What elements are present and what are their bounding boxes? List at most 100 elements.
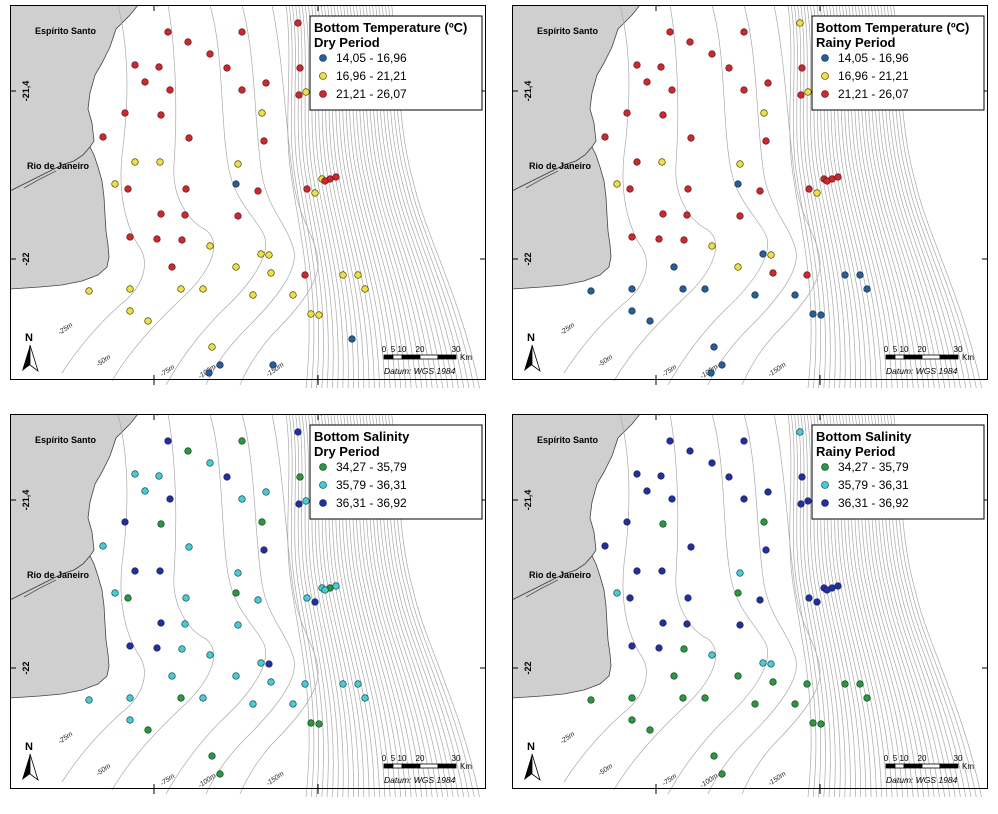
sampling-station <box>238 86 246 94</box>
sampling-station <box>205 369 213 377</box>
scale-tick-label: 5 <box>391 754 396 763</box>
scale-tick-label: 30 <box>452 345 461 354</box>
sampling-station <box>626 185 634 193</box>
sampling-station <box>265 251 273 259</box>
sampling-station <box>809 310 817 318</box>
scale-tick-label: 20 <box>918 345 927 354</box>
sampling-station <box>683 211 691 219</box>
sampling-station <box>834 173 842 181</box>
sampling-station <box>686 38 694 46</box>
latitude-label: -21,4 <box>523 81 533 102</box>
scale-segment <box>401 354 421 360</box>
legend-item-label: 34,27 - 35,79 <box>336 460 407 474</box>
sampling-station <box>759 659 767 667</box>
sampling-station <box>126 233 134 241</box>
sampling-station <box>315 720 323 728</box>
sampling-station <box>601 542 609 550</box>
scale-segment <box>437 763 457 769</box>
sampling-station <box>686 447 694 455</box>
scale-tick-label: 10 <box>398 345 407 354</box>
latitude-label: -21,4 <box>21 490 31 511</box>
sampling-station <box>736 160 744 168</box>
legend-title: Bottom Salinity <box>816 429 912 444</box>
isobath-line <box>800 4 831 389</box>
sampling-station <box>206 242 214 250</box>
north-arrow-left-half <box>22 754 30 780</box>
sampling-station <box>708 50 716 58</box>
sampling-station <box>684 594 692 602</box>
sampling-station <box>303 594 311 602</box>
sampling-station <box>126 694 134 702</box>
scale-unit-label: Km <box>460 353 472 362</box>
sampling-station <box>668 495 676 503</box>
sampling-station <box>265 660 273 668</box>
sampling-station <box>683 620 691 628</box>
isobath-line <box>800 413 831 798</box>
state-border <box>525 579 559 598</box>
sampling-station <box>751 291 759 299</box>
isobath-line <box>741 4 821 386</box>
sampling-station <box>249 700 257 708</box>
place-label-espirito-santo: Espírito Santo <box>35 435 97 445</box>
scale-tick-label: 30 <box>954 345 963 354</box>
sampling-station <box>208 343 216 351</box>
isobath-line <box>165 4 266 386</box>
scale-segment <box>903 763 923 769</box>
sampling-station <box>769 678 777 686</box>
north-arrow-icon: N <box>22 741 39 782</box>
scale-tick-label: 0 <box>884 754 889 763</box>
longitude-label: -40,8 <box>645 414 666 416</box>
legend-item-label: 14,05 - 16,96 <box>838 51 909 65</box>
sampling-station <box>834 582 842 590</box>
legend-title: Bottom Temperature (ºC) <box>314 20 467 35</box>
sampling-station <box>701 694 709 702</box>
sampling-station <box>823 177 831 185</box>
sampling-station <box>262 488 270 496</box>
sampling-station <box>311 189 319 197</box>
sampling-station <box>267 678 275 686</box>
isobath-line <box>61 413 145 783</box>
sampling-station <box>199 694 207 702</box>
sampling-station <box>626 594 634 602</box>
sampling-station <box>736 621 744 629</box>
legend-item-label: 36,31 - 36,92 <box>838 496 909 510</box>
scale-segment <box>392 763 403 769</box>
sampling-station <box>184 447 192 455</box>
sampling-station <box>670 672 678 680</box>
north-arrow-icon: N <box>524 332 541 373</box>
sampling-station <box>262 79 270 87</box>
sampling-station <box>238 28 246 36</box>
sampling-station <box>687 543 695 551</box>
scale-tick-label: 30 <box>452 754 461 763</box>
scale-segment <box>401 763 421 769</box>
station-points <box>85 428 369 778</box>
sampling-station <box>257 250 265 258</box>
sampling-station <box>206 459 214 467</box>
scale-tick-label: 30 <box>954 754 963 763</box>
isobath-line <box>803 413 836 798</box>
longitude-label: -40,8 <box>143 5 164 7</box>
sampling-station <box>666 28 674 36</box>
sampling-station <box>628 642 636 650</box>
isobath-line <box>61 4 145 374</box>
sampling-station <box>141 487 149 495</box>
datum-label: Datum: WGS 1984 <box>384 775 456 785</box>
sampling-station <box>767 660 775 668</box>
sampling-station <box>348 335 356 343</box>
sampling-station <box>185 134 193 142</box>
sampling-station <box>99 133 107 141</box>
map-panel-salinity-rainy: -25m -50m -75m -100m -150m Espírito Santo Rio … <box>508 406 992 798</box>
sampling-station <box>295 91 303 99</box>
sampling-station <box>701 285 709 293</box>
sampling-station <box>216 361 224 369</box>
north-arrow-icon: N <box>22 332 39 373</box>
sampling-station <box>216 770 224 778</box>
sampling-station <box>144 726 152 734</box>
sampling-station <box>121 109 129 117</box>
legend-item-label: 21,21 - 26,07 <box>838 87 909 101</box>
sampling-station <box>767 251 775 259</box>
sampling-station <box>182 594 190 602</box>
sampling-station <box>254 596 262 604</box>
